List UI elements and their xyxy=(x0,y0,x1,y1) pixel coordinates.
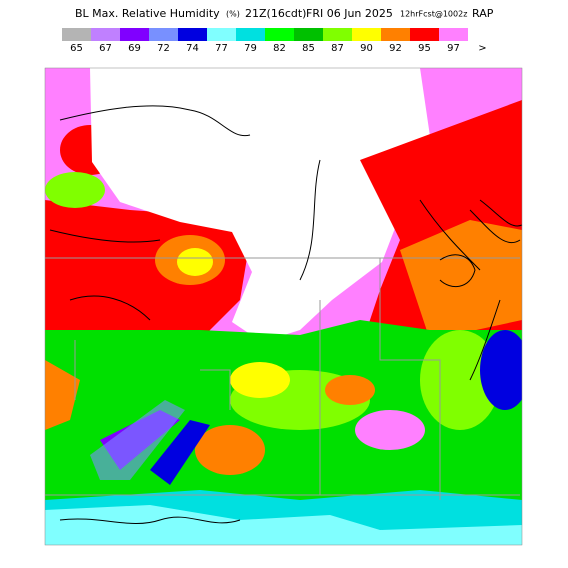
colorbar-label: 65 xyxy=(70,43,83,54)
title-model: RAP xyxy=(472,7,494,20)
title-valid: 21Z(16cdt) xyxy=(245,7,306,20)
colorbar-swatch xyxy=(265,28,294,41)
title-date: FRI 06 Jun 2025 xyxy=(306,7,393,20)
colorbar-swatch xyxy=(91,28,120,41)
colorbar: 65 67 69 72 74 77 79 82 85 87 90 92 95 97 > xyxy=(62,28,487,54)
colorbar-label: 95 xyxy=(418,43,431,54)
colorbar-label: 72 xyxy=(157,43,170,54)
colorbar-swatch xyxy=(149,28,178,41)
colorbar-label: 87 xyxy=(331,43,344,54)
colorbar-label: 90 xyxy=(360,43,373,54)
colorbar-swatch xyxy=(410,28,439,41)
colorbar-label: 77 xyxy=(215,43,228,54)
colorbar-label: 79 xyxy=(244,43,257,54)
colorbar-label: 85 xyxy=(302,43,315,54)
colorbar-label: 67 xyxy=(99,43,112,54)
colorbar-swatch xyxy=(207,28,236,41)
title-units: (%) xyxy=(226,10,240,19)
colorbar-swatch xyxy=(323,28,352,41)
colorbar-label: 82 xyxy=(273,43,286,54)
colorbar-swatch xyxy=(62,28,91,41)
colorbar-swatch xyxy=(381,28,410,41)
title-main: BL Max. Relative Humidity xyxy=(75,7,220,20)
colorbar-swatch xyxy=(439,28,468,41)
colorbar-swatch xyxy=(120,28,149,41)
colorbar-label: 74 xyxy=(186,43,199,54)
colorbar-swatch xyxy=(352,28,381,41)
colorbar-label: 97 xyxy=(447,43,460,54)
colorbar-swatch xyxy=(178,28,207,41)
colorbar-label: 92 xyxy=(389,43,402,54)
colorbar-label: 69 xyxy=(128,43,141,54)
colorbar-label: > xyxy=(478,43,486,54)
colorbar-swatch xyxy=(294,28,323,41)
title-forecast: 12hrFcst@1002z xyxy=(400,10,467,19)
colorbar-swatch xyxy=(236,28,265,41)
map xyxy=(44,67,523,546)
